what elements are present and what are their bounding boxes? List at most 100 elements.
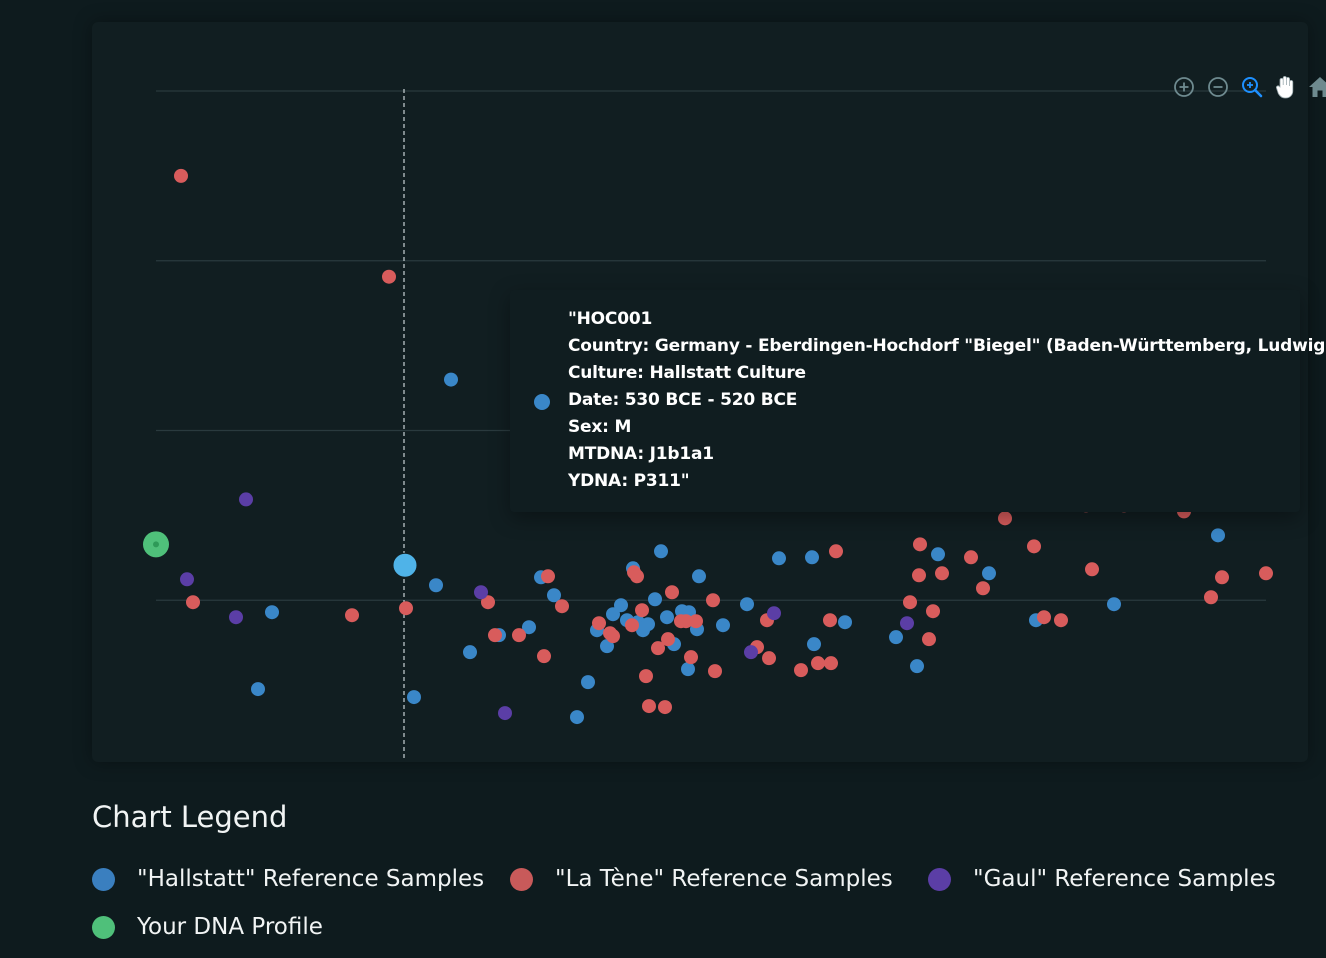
data-point-la-t-ne-reference-samples-49[interactable]	[1054, 613, 1068, 628]
data-point-la-t-ne-reference-samples-29[interactable]	[708, 664, 722, 679]
data-point-hallstatt-reference-samples-15[interactable]	[614, 598, 628, 613]
data-point-la-t-ne-reference-samples-38[interactable]	[903, 595, 917, 610]
data-point-la-t-ne-reference-samples-33[interactable]	[794, 663, 808, 678]
data-point-la-t-ne-reference-samples-6[interactable]	[488, 628, 502, 643]
data-point-la-t-ne-reference-samples-22[interactable]	[661, 632, 675, 647]
data-point-la-t-ne-reference-samples-46[interactable]	[998, 511, 1012, 526]
data-point-hallstatt-reference-samples-36[interactable]	[889, 630, 903, 645]
data-point-la-t-ne-reference-samples-14[interactable]	[625, 618, 639, 633]
data-point-la-t-ne-reference-samples-45[interactable]	[976, 581, 990, 596]
data-point-hallstatt-reference-samples-32[interactable]	[772, 551, 786, 566]
data-point-la-t-ne-reference-samples-41[interactable]	[922, 632, 936, 647]
legend-item-hallstatt[interactable]: "Hallstatt" Reference Samples	[92, 866, 484, 892]
data-point-hallstatt-reference-samples-28[interactable]	[681, 662, 695, 677]
data-point-hallstatt-reference-samples-1[interactable]	[429, 578, 443, 593]
data-point-gaul-reference-samples-3[interactable]	[474, 585, 488, 600]
data-point-la-t-ne-reference-samples-1[interactable]	[382, 269, 396, 284]
data-point-la-t-ne-reference-samples-20[interactable]	[651, 641, 665, 656]
data-point-la-t-ne-reference-samples-13[interactable]	[606, 629, 620, 644]
data-point-la-t-ne-reference-samples-51[interactable]	[1085, 562, 1099, 577]
data-point-hallstatt-reference-samples-14[interactable]	[606, 607, 620, 622]
selection-zoom-icon[interactable]	[1238, 73, 1266, 101]
data-point-la-t-ne-reference-samples-54[interactable]	[1204, 590, 1218, 605]
data-point-gaul-reference-samples-2[interactable]	[229, 610, 243, 625]
data-point-gaul-reference-samples-0[interactable]	[239, 492, 253, 507]
data-point-la-t-ne-reference-samples-19[interactable]	[642, 699, 656, 714]
data-point-hallstatt-reference-samples-4[interactable]	[251, 682, 265, 697]
data-point-la-t-ne-reference-samples-37[interactable]	[829, 544, 843, 559]
zoom-out-icon[interactable]	[1204, 73, 1232, 101]
data-point-la-t-ne-reference-samples-4[interactable]	[399, 601, 413, 616]
data-point-hallstatt-reference-samples-38[interactable]	[931, 547, 945, 562]
data-point-hallstatt-reference-samples-22[interactable]	[654, 544, 668, 559]
legend-marker-la-tene	[510, 867, 533, 891]
legend-item-your-dna[interactable]: Your DNA Profile	[92, 914, 323, 940]
data-point-la-t-ne-reference-samples-42[interactable]	[926, 604, 940, 619]
data-point-la-t-ne-reference-samples-9[interactable]	[541, 569, 555, 584]
data-point-hallstatt-reference-samples-34[interactable]	[807, 637, 821, 652]
legend-item-gaul[interactable]: "Gaul" Reference Samples	[928, 866, 1276, 892]
data-point-la-t-ne-reference-samples-34[interactable]	[811, 656, 825, 671]
data-point-la-t-ne-reference-samples-23[interactable]	[665, 585, 679, 600]
data-point-gaul-reference-samples-1[interactable]	[180, 572, 194, 587]
data-point-hallstatt-reference-samples-41[interactable]	[1107, 597, 1121, 612]
home-icon[interactable]	[1306, 73, 1326, 101]
legend-marker-your-dna	[92, 915, 115, 939]
data-point-la-t-ne-reference-samples-21[interactable]	[658, 700, 672, 715]
data-point-la-t-ne-reference-samples-48[interactable]	[1037, 610, 1051, 625]
data-point-la-t-ne-reference-samples-39[interactable]	[912, 568, 926, 583]
zoom-in-icon[interactable]	[1170, 73, 1198, 101]
data-point-la-t-ne-reference-samples-32[interactable]	[762, 651, 776, 666]
data-point-la-t-ne-reference-samples-5[interactable]	[481, 595, 495, 610]
highlighted-data-point[interactable]	[392, 552, 418, 578]
data-point-gaul-reference-samples-4[interactable]	[498, 706, 512, 721]
data-point-hallstatt-reference-samples-35[interactable]	[838, 615, 852, 630]
data-point-hallstatt-reference-samples-21[interactable]	[648, 592, 662, 607]
data-point-hallstatt-reference-samples-0[interactable]	[444, 372, 458, 387]
scatter-plot[interactable]	[92, 22, 1308, 762]
data-point-la-t-ne-reference-samples-40[interactable]	[913, 537, 927, 552]
pan-icon[interactable]	[1272, 73, 1300, 101]
data-point-hallstatt-reference-samples-42[interactable]	[1211, 528, 1225, 543]
data-point-hallstatt-reference-samples-7[interactable]	[522, 620, 536, 635]
data-point-la-t-ne-reference-samples-36[interactable]	[823, 613, 837, 628]
data-point-la-t-ne-reference-samples-25[interactable]	[679, 614, 693, 629]
data-point-la-t-ne-reference-samples-28[interactable]	[706, 593, 720, 608]
data-point-la-t-ne-reference-samples-26[interactable]	[684, 650, 698, 665]
data-point-hallstatt-reference-samples-29[interactable]	[692, 569, 706, 584]
data-point-la-t-ne-reference-samples-11[interactable]	[592, 616, 606, 631]
data-point-hallstatt-reference-samples-2[interactable]	[407, 690, 421, 705]
legend-item-la-tene[interactable]: "La Tène" Reference Samples	[510, 866, 893, 892]
data-point-la-t-ne-reference-samples-18[interactable]	[639, 669, 653, 684]
data-point-la-t-ne-reference-samples-0[interactable]	[174, 168, 188, 183]
data-point-hallstatt-reference-samples-23[interactable]	[660, 610, 674, 625]
data-point-hallstatt-reference-samples-31[interactable]	[740, 597, 754, 612]
data-point-hallstatt-reference-samples-37[interactable]	[910, 659, 924, 674]
data-point-hallstatt-reference-samples-39[interactable]	[982, 566, 996, 581]
data-point-la-t-ne-reference-samples-55[interactable]	[1215, 570, 1229, 585]
data-point-la-t-ne-reference-samples-35[interactable]	[824, 656, 838, 671]
data-point-la-t-ne-reference-samples-8[interactable]	[537, 649, 551, 664]
data-point-hallstatt-reference-samples-11[interactable]	[581, 675, 595, 690]
data-point-la-t-ne-reference-samples-2[interactable]	[186, 595, 200, 610]
data-point-la-t-ne-reference-samples-43[interactable]	[935, 566, 949, 581]
data-point-la-t-ne-reference-samples-44[interactable]	[964, 550, 978, 565]
data-point-la-t-ne-reference-samples-27[interactable]	[689, 614, 703, 629]
data-point-hallstatt-reference-samples-10[interactable]	[570, 710, 584, 725]
data-point-la-t-ne-reference-samples-16[interactable]	[630, 569, 644, 584]
data-point-gaul-reference-samples-8[interactable]	[900, 616, 914, 631]
data-point-hallstatt-reference-samples-3[interactable]	[265, 605, 279, 620]
data-point-hallstatt-reference-samples-30[interactable]	[716, 618, 730, 633]
data-point-la-t-ne-reference-samples-3[interactable]	[345, 608, 359, 623]
data-point-la-t-ne-reference-samples-10[interactable]	[555, 599, 569, 614]
data-point-la-t-ne-reference-samples-17[interactable]	[635, 603, 649, 618]
data-point-gaul-reference-samples-5[interactable]	[744, 645, 758, 660]
data-point-hallstatt-reference-samples-5[interactable]	[463, 645, 477, 660]
data-point-hallstatt-reference-samples-33[interactable]	[805, 550, 819, 565]
data-point-la-t-ne-reference-samples-56[interactable]	[1259, 566, 1273, 581]
data-point-hallstatt-reference-samples-9[interactable]	[547, 588, 561, 603]
data-point-hallstatt-reference-samples-20[interactable]	[641, 617, 655, 632]
data-point-la-t-ne-reference-samples-7[interactable]	[512, 628, 526, 643]
data-point-gaul-reference-samples-6[interactable]	[767, 606, 781, 621]
data-point-la-t-ne-reference-samples-47[interactable]	[1027, 539, 1041, 554]
